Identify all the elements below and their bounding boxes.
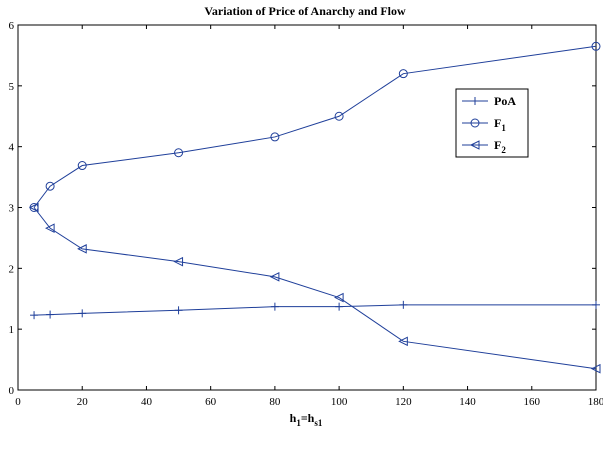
- series-f2-marker-triangle: [28, 202, 39, 213]
- y-tick-label: 1: [9, 324, 15, 336]
- series-poa-line: [34, 304, 596, 316]
- series-f2-marker-triangle: [44, 223, 55, 233]
- legend-f1-entry: F1: [462, 116, 506, 133]
- y-tick-label: 3: [9, 203, 15, 215]
- series-layer: [28, 41, 601, 374]
- x-tick-label: 80: [269, 396, 281, 408]
- legend-poa-entry: PoA: [462, 94, 516, 108]
- x-axis-label: h1=hs1: [290, 411, 323, 428]
- x-tick-label: 20: [77, 396, 89, 408]
- series-f1-marker-circle: [270, 132, 280, 142]
- y-tick-label: 6: [9, 20, 15, 32]
- series-f2-marker-triangle: [269, 272, 280, 282]
- series-f2: [28, 202, 601, 374]
- series-poa-marker-plus: [335, 302, 344, 311]
- x-tick-label: 0: [15, 396, 21, 408]
- legend-f1-label: F1: [494, 116, 506, 133]
- series-poa-marker-plus: [30, 311, 39, 320]
- series-poa-marker-plus: [592, 300, 600, 309]
- series-f1-marker-circle: [45, 181, 55, 191]
- series-f2-marker-triangle: [398, 336, 408, 347]
- y-axis: 0 1 2 3 4 5 6: [9, 20, 596, 397]
- x-tick-label: 180: [588, 396, 603, 408]
- y-tick-label: 2: [9, 263, 15, 275]
- series-f1: [29, 41, 601, 212]
- series-f2-marker-triangle: [333, 292, 344, 303]
- series-poa-marker-plus: [78, 309, 87, 318]
- legend-f2-marker-triangle: [469, 140, 480, 150]
- series-f1-marker-circle: [398, 69, 408, 79]
- legend: PoA F1 F2: [455, 88, 529, 158]
- x-tick-label: 160: [524, 396, 541, 408]
- series-f1-marker-circle: [174, 148, 184, 158]
- y-tick-label: 4: [9, 142, 15, 154]
- plot-area: [17, 24, 597, 391]
- x-tick-label: 60: [205, 396, 217, 408]
- y-tick-label: 0: [9, 385, 15, 397]
- legend-f2-entry: F2: [462, 138, 506, 155]
- legend-f1-marker-circle: [470, 118, 480, 128]
- series-f2-marker-triangle: [590, 363, 601, 374]
- x-tick-label: 120: [395, 396, 412, 408]
- series-f2-marker-triangle: [173, 256, 184, 267]
- series-poa-marker-plus: [174, 306, 183, 315]
- series-f2-marker-triangle: [77, 244, 87, 254]
- series-poa-marker-plus: [399, 300, 408, 309]
- x-tick-label: 140: [459, 396, 476, 408]
- series-f1-line: [33, 45, 597, 208]
- series-f2-line: [33, 207, 597, 370]
- x-tick-label: 40: [141, 396, 153, 408]
- legend-poa-label: PoA: [494, 94, 516, 108]
- series-poa-marker-plus: [270, 302, 279, 311]
- legend-poa-marker-plus: [471, 97, 479, 105]
- x-tick-label: 100: [331, 396, 348, 408]
- series-f1-marker-circle: [334, 111, 344, 121]
- series-f1-marker-circle: [77, 161, 87, 171]
- chart-title: Variation of Price of Anarchy and Flow: [204, 4, 406, 18]
- series-poa-marker-plus: [46, 310, 55, 319]
- legend-f2-label: F2: [494, 138, 506, 155]
- x-axis: 0 20 40 60 80 100 120 140 160 180: [15, 25, 603, 408]
- y-tick-label: 5: [9, 81, 15, 93]
- series-f1-marker-circle: [591, 41, 601, 51]
- series-poa: [30, 300, 600, 320]
